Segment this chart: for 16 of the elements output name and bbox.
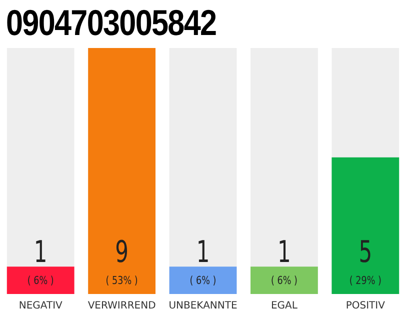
data-label: 9 <box>115 235 128 270</box>
chart-title: 0904703005842 <box>6 2 216 44</box>
x-tick-label: EGAL <box>270 300 298 312</box>
annotation: ( 6% ) <box>270 275 298 288</box>
data-label: 5 <box>358 235 372 270</box>
data-label: 1 <box>196 235 210 270</box>
x-tick-label: UNBEKANNTE <box>168 300 238 312</box>
data-label: 1 <box>278 235 291 270</box>
x-tick-label: VERWIRREND <box>88 300 156 312</box>
data-label: 1 <box>34 235 48 270</box>
annotation: ( 6% ) <box>27 275 54 288</box>
x-tick-label: POSITIV <box>346 300 386 312</box>
x-tick-label: NEGATIV <box>18 300 63 312</box>
annotation: ( 53% ) <box>106 275 138 288</box>
annotation: ( 6% ) <box>190 275 216 288</box>
annotation: ( 29% ) <box>349 275 382 288</box>
